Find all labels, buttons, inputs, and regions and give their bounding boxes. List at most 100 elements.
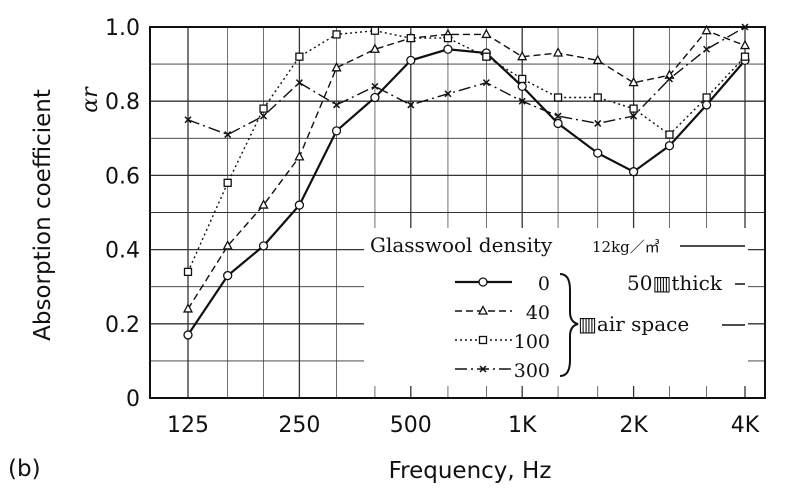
series-40-point: [222, 240, 233, 250]
series-300-point: [554, 112, 562, 120]
legend-entry-300-point: [479, 365, 487, 373]
series-0-point: [294, 200, 305, 210]
legend-entry-40-point: [477, 305, 489, 315]
y-tick-label: 0.4: [105, 239, 140, 264]
legend-background: [364, 228, 748, 386]
series-40-point: [517, 50, 528, 61]
series-0-point: [258, 241, 269, 251]
y-tick-label: 0.2: [105, 313, 140, 338]
series-0-point: [183, 330, 193, 340]
series-300-line: [187, 26, 746, 136]
legend-entry-300: 300: [455, 360, 550, 382]
series-100-point: [593, 93, 602, 102]
y-tick-label: 0: [126, 387, 140, 412]
legend-entry-40: 40: [455, 302, 550, 324]
legend-title-unit: 12kg／㎥: [592, 238, 660, 256]
axes: [149, 26, 766, 399]
series-40-point: [592, 54, 603, 65]
series-40-point: [294, 150, 305, 161]
series-40-point: [331, 61, 342, 72]
series-300-point: [630, 112, 638, 120]
series-300-point: [295, 79, 303, 87]
plot-frame: [149, 26, 766, 399]
legend-note-thick: 50▥thick: [627, 271, 723, 295]
y-axis-label: Absorption coefficient: [30, 89, 56, 341]
legend-entry-40-label: 40: [526, 302, 550, 324]
series-100-point: [183, 267, 193, 277]
legend-entries: 0 40 100 300: [455, 273, 550, 382]
series-0-point: [553, 118, 563, 129]
x-tick-label: 4K: [731, 413, 760, 438]
series-300-point: [224, 131, 232, 139]
series-100-point: [223, 178, 232, 187]
series-0: [183, 44, 750, 340]
x-axis-label: Frequency, Hz: [389, 458, 552, 484]
series-40-point: [481, 28, 492, 39]
series-100-point: [482, 52, 491, 61]
x-tick-label: 500: [390, 413, 432, 438]
y-tick-labels: 0 0.2 0.4 0.6 0.8 1.0: [105, 16, 140, 412]
legend-brace: [559, 273, 579, 377]
series-100-point: [259, 104, 268, 113]
panel-label: (b): [8, 456, 41, 482]
series-300-point: [482, 79, 490, 87]
series-100-point: [740, 52, 750, 61]
series-300-point: [665, 75, 673, 83]
series-100-line: [187, 29, 746, 273]
legend-entry-300-label: 300: [514, 360, 550, 382]
series-100-point: [443, 33, 453, 43]
series-0-line: [187, 48, 746, 336]
series-0-point: [593, 148, 603, 158]
y-tick-label: 0.6: [105, 164, 140, 189]
series-100-point: [332, 30, 341, 39]
series-100-point: [406, 33, 415, 43]
x-tick-label: 250: [278, 413, 320, 438]
series-300-point: [260, 112, 268, 120]
series-100-point: [702, 93, 711, 102]
series-0-point: [628, 167, 639, 177]
legend-entry-0-point: [478, 277, 488, 287]
series-40-line: [187, 29, 746, 310]
series-300-point: [407, 101, 415, 109]
series-100: [183, 26, 750, 277]
series-0-point: [370, 92, 380, 103]
legend: Glasswool density 12kg／㎥ 0 40 100 300 50▥th…: [364, 228, 748, 386]
series-100-point: [665, 130, 674, 139]
series-300-point: [518, 97, 526, 105]
series-40-point: [182, 303, 194, 313]
series-300-point: [741, 23, 749, 31]
series-0-point: [331, 126, 342, 136]
series-0-point: [701, 100, 712, 110]
series-0-point: [443, 44, 453, 54]
series-40-point: [628, 76, 639, 87]
x-tick-label: 125: [167, 413, 209, 438]
series-group: [182, 23, 751, 340]
series-300-point: [594, 119, 602, 127]
x-tick-label: 2K: [619, 413, 648, 438]
series-300-point: [333, 101, 341, 109]
legend-entry-100-label: 100: [514, 331, 550, 353]
series-100-point: [553, 93, 563, 102]
y-tick-label: 1.0: [105, 16, 140, 41]
legend-title: Glasswool density: [370, 233, 553, 257]
series-40-point: [552, 47, 564, 57]
legend-entry-100-point: [478, 335, 488, 345]
series-300-point: [703, 45, 711, 53]
series-300-point: [371, 82, 379, 90]
series-100-point: [370, 26, 380, 35]
series-300: [184, 23, 749, 139]
series-100-point: [629, 104, 638, 113]
y-tick-label: 0.8: [105, 90, 140, 115]
legend-entry-0-label: 0: [538, 273, 550, 295]
series-40-point: [739, 39, 751, 50]
series-100-point: [518, 74, 527, 84]
x-tick-label: 1K: [508, 413, 537, 438]
series-0-point: [406, 55, 416, 66]
series-100-point: [295, 52, 304, 61]
series-0-point: [223, 270, 233, 281]
series-300-point: [444, 90, 452, 98]
x-tick-labels: 125 250 500 1K 2K 4K: [167, 413, 760, 438]
y-axis-symbol: αr: [78, 86, 103, 113]
series-0-point: [517, 81, 527, 92]
